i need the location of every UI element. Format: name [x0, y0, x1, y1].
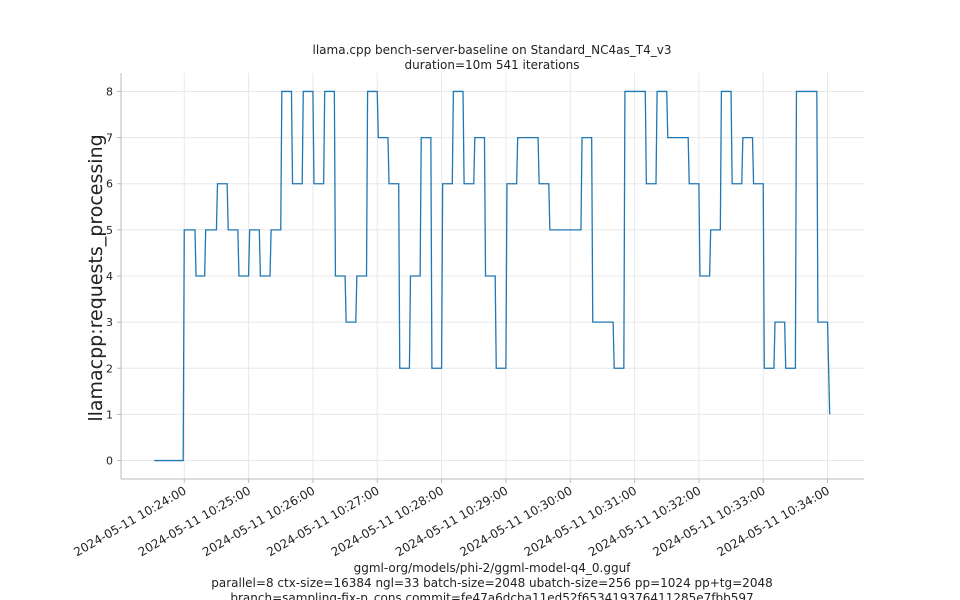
x-tick-label: 2024-05-11 10:25:00: [136, 483, 253, 559]
x-tick-label: 2024-05-11 10:30:00: [457, 483, 574, 559]
data-line: [154, 90, 831, 462]
y-tick-label: 7: [106, 132, 113, 145]
y-tick-label: 2: [106, 362, 113, 375]
x-tick-label: 2024-05-11 10:34:00: [715, 483, 832, 559]
x-tick-label: 2024-05-11 10:32:00: [586, 483, 703, 559]
y-tick-label: 3: [106, 316, 113, 329]
chart-subtitle: duration=10m 541 iterations: [405, 58, 580, 72]
footer-line: parallel=8 ctx-size=16384 ngl=33 batch-s…: [211, 576, 772, 590]
y-axis-label: llamacpp:requests_processing: [85, 134, 107, 421]
x-tick-label: 2024-05-11 10:28:00: [329, 483, 446, 559]
y-tick-label: 4: [106, 270, 113, 283]
x-tick-label: 2024-05-11 10:26:00: [200, 483, 317, 559]
footer-line: branch=sampling-fix-p_cons commit=fe47a6…: [230, 591, 753, 600]
y-tick-label: 5: [106, 224, 113, 237]
chart-title: llama.cpp bench-server-baseline on Stand…: [313, 43, 672, 57]
y-tick-label: 8: [106, 85, 113, 98]
x-tick-label: 2024-05-11 10:29:00: [393, 483, 510, 559]
y-tick-label: 6: [106, 178, 113, 191]
x-tick-label: 2024-05-11 10:24:00: [71, 483, 188, 559]
x-tick-label: 2024-05-11 10:33:00: [650, 483, 767, 559]
footer-line: ggml-org/models/phi-2/ggml-model-q4_0.gg…: [354, 561, 632, 575]
x-tick-label: 2024-05-11 10:27:00: [264, 483, 381, 559]
y-tick-label: 0: [106, 455, 113, 468]
x-tick-label: 2024-05-11 10:31:00: [522, 483, 639, 559]
y-tick-label: 1: [106, 408, 113, 421]
